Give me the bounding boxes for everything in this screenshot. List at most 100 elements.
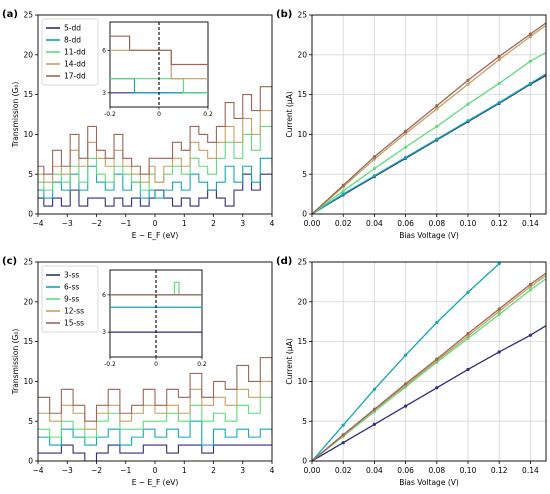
panel-d: 0.00 0.02 0.04 0.06 0.08 0.10 0.12 0.14 0 5 10 15 20…: [276, 256, 547, 487]
x-tick-label: −1: [120, 219, 131, 228]
legend-entry-6-ss: 6-ss: [64, 283, 79, 292]
x-tick-label: 0.12: [491, 219, 508, 228]
y-tick-label: 25: [297, 11, 307, 20]
y-tick-label: 0: [28, 210, 33, 219]
series-line-12-ss: [38, 380, 272, 430]
x-tick-label: 0.06: [397, 466, 414, 475]
panel-c: −4 −3 −2 −1 0 1 2 3 4 0 5 10 15 20 25 E − E_F (eV) Trans…: [2, 256, 275, 487]
data-point-17-dd: [435, 104, 439, 108]
y-tick-label: 15: [297, 337, 307, 346]
data-point-12-ss: [466, 334, 470, 338]
plot-frame: [311, 14, 547, 215]
x-tick-label: 0.08: [428, 219, 445, 228]
y-tick-label: 20: [297, 50, 307, 59]
data-point-15-ss: [435, 357, 439, 361]
inset-x-tick-label: -0.2: [104, 111, 116, 118]
legend-entry-5-dd: 5-dd: [64, 24, 81, 33]
panel-a: −4 −3 −2 −1 0 1 2 3 4 0 5 10 15 20 25 E − E_F (eV) Trans…: [2, 9, 275, 240]
series-group: [312, 262, 546, 461]
inset-series-line-3-ss: [110, 331, 202, 345]
x-tick-label: −3: [62, 466, 73, 475]
data-point-12-ss: [497, 309, 501, 313]
data-point-17-dd: [404, 129, 408, 133]
x-tick-label: 0.06: [397, 219, 414, 228]
x-tick-label: −2: [91, 219, 102, 228]
panel-label: (d): [276, 256, 292, 267]
y-axis-label: Transmission (G₀): [11, 329, 20, 396]
inset-y-tick-label: 6: [102, 292, 106, 299]
data-point-14-dd: [466, 82, 470, 86]
inset-series-group: [110, 281, 202, 345]
x-tick-label: 0.00: [304, 219, 321, 228]
y-tick-label: 10: [23, 377, 33, 386]
x-tick-label: 0.14: [522, 466, 539, 475]
y-tick-label: 5: [28, 170, 33, 179]
data-point-15-ss: [466, 332, 470, 336]
y-tick-label: 5: [302, 417, 307, 426]
inset-y-tick-label: 6: [102, 47, 106, 54]
x-tick-label: 0.14: [522, 219, 539, 228]
y-tick-label: 15: [297, 90, 307, 99]
x-tick-label: 4: [270, 219, 275, 228]
data-point-15-ss: [341, 433, 345, 437]
series-line-9-ss: [312, 278, 546, 461]
y-tick-label: 25: [297, 258, 307, 267]
x-axis-label: Bias Voltage (V): [399, 231, 459, 240]
series-line-6-ss: [38, 420, 272, 446]
x-tick-label: 0.12: [491, 466, 508, 475]
x-tick-label: 0.00: [304, 466, 321, 475]
y-tick-label: 25: [23, 258, 33, 267]
inset-c: -0.2 0 0.2 3 6: [102, 269, 207, 368]
data-point-3-ss: [372, 422, 376, 426]
x-tick-label: 4: [270, 466, 275, 475]
x-tick-label: −3: [62, 219, 73, 228]
data-point-15-ss: [528, 282, 533, 286]
y-tick-label: 20: [297, 297, 307, 306]
y-axis-label: Current (μA): [285, 338, 294, 384]
series-line-14-dd: [312, 24, 546, 214]
x-tick-label: 0.04: [366, 219, 383, 228]
legend-box: [41, 265, 99, 333]
data-point-9-ss: [497, 312, 501, 317]
series-line-15-ss: [38, 356, 272, 422]
y-tick-label: 20: [23, 297, 33, 306]
x-tick-label: 0.02: [335, 466, 352, 475]
x-tick-label: 0.08: [428, 466, 445, 475]
series-line-14-dd: [38, 109, 272, 183]
data-point-12-ss: [528, 285, 533, 289]
legend-box: [41, 18, 99, 86]
series-line-17-dd: [38, 86, 272, 175]
panel-label: (b): [276, 9, 292, 20]
data-point-8-dd: [497, 100, 501, 105]
data-point-8-dd: [372, 174, 376, 178]
data-point-8-dd: [466, 119, 470, 123]
legend-entry-9-ss: 9-ss: [64, 295, 79, 304]
data-point-6-ss: [372, 387, 376, 391]
legend-entry-14-dd: 14-dd: [64, 60, 86, 69]
x-tick-label: 0.04: [366, 466, 383, 475]
x-tick-label: 0.10: [460, 466, 477, 475]
data-point-8-dd: [404, 155, 408, 160]
x-tick-label: 0.10: [460, 219, 477, 228]
legend: 5-dd 8-dd 11-dd 14-dd 17-dd: [41, 18, 99, 86]
series-group: [38, 86, 272, 207]
series-line-9-ss: [38, 396, 272, 438]
x-tick-label: −4: [32, 219, 43, 228]
y-tick-label: 15: [23, 90, 33, 99]
x-axis-label: E − E_F (eV): [132, 478, 179, 487]
data-point-6-ss: [466, 290, 470, 294]
x-tick-label: 1: [182, 466, 187, 475]
y-tick-label: 10: [297, 377, 307, 386]
y-tick-label: 0: [302, 457, 307, 466]
inset-frame: [109, 269, 203, 358]
inset-x-tick-label: 0.2: [203, 111, 213, 118]
data-point-14-dd: [497, 57, 501, 62]
series-line-11-dd: [312, 51, 546, 214]
data-point-15-ss: [372, 407, 376, 411]
x-tick-label: −4: [32, 466, 43, 475]
series-line-3-ss: [312, 325, 546, 461]
legend-entry-8-dd: 8-dd: [64, 36, 81, 45]
x-tick-label: 1: [182, 219, 187, 228]
